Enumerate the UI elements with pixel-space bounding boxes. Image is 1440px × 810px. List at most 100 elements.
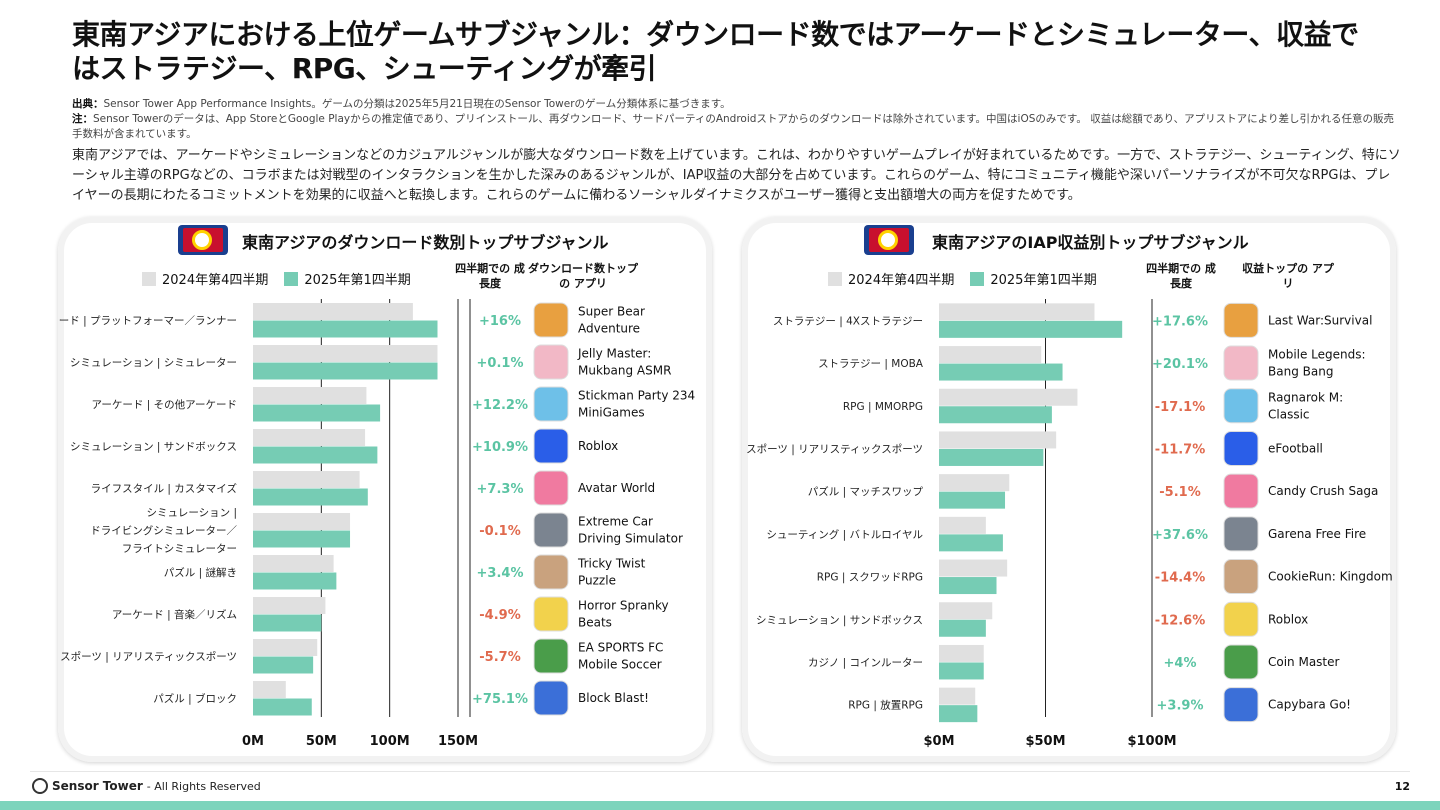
- category-label: パズル | ブロック: [153, 692, 237, 705]
- app-name: Garena Free Fire: [1268, 527, 1366, 541]
- bar-prev: [253, 429, 366, 446]
- category-label: ライフスタイル | カスタマイズ: [91, 482, 237, 495]
- app-name: MiniGames: [578, 406, 645, 420]
- growth-label: -0.1%: [479, 524, 520, 539]
- growth-label: +4%: [1164, 656, 1197, 671]
- app-name: Coin Master: [1268, 655, 1340, 669]
- revenue-chart: $0M $50M $100M ストラテジー | 4Xストラテジー +17.6% Last …: [746, 299, 1393, 749]
- app-name: Beats: [578, 616, 612, 630]
- bar-curr: [253, 698, 312, 716]
- bar-curr: [939, 363, 1063, 381]
- note-label: 注：: [72, 113, 93, 125]
- app-icon: [1223, 516, 1259, 552]
- app-icon: [533, 386, 569, 422]
- category-label: ストラテジー | MOBA: [818, 358, 924, 370]
- category-label: シミュレーション | シミュレーター: [70, 357, 237, 369]
- x-tick-label: 50M: [306, 734, 337, 749]
- growth-label: -12.6%: [1155, 613, 1206, 628]
- x-tick-label: $50M: [1025, 734, 1065, 749]
- downloads-app-header: ダウンロード数トップの アプリ: [528, 262, 638, 290]
- notes: 出典：Sensor Tower App Performance Insights…: [72, 97, 1402, 142]
- bar-prev: [939, 346, 1042, 364]
- downloads-panel: 東南アジアのダウンロード数別トップサブジャンル 2024年第4四半期 2025年…: [58, 217, 712, 762]
- category-label: スポーツ | リアリスティックスポーツ: [746, 443, 923, 455]
- growth-label: +3.4%: [477, 566, 524, 581]
- revenue-panel: 東南アジアのIAP収益別トップサブジャンル 2024年第4四半期 2025年第1…: [742, 217, 1396, 762]
- bar-curr: [253, 488, 368, 506]
- bar-curr: [939, 491, 1006, 509]
- footer-divider: [30, 771, 1410, 772]
- bar-prev: [939, 474, 1010, 492]
- asean-flag-icon: [864, 225, 914, 255]
- legend-curr-swatch: [284, 271, 299, 286]
- category-label: アーケード | その他アーケード: [92, 398, 237, 411]
- legend-prev-label: 2024年第4四半期: [848, 273, 955, 288]
- app-name: Capybara Go!: [1268, 698, 1351, 712]
- growth-label: +12.2%: [472, 398, 528, 413]
- x-tick-label: 0M: [242, 734, 264, 749]
- growth-label: -14.4%: [1155, 571, 1206, 586]
- app-icon: [533, 512, 569, 548]
- growth-label: +37.6%: [1152, 528, 1208, 543]
- sensor-tower-logo-icon: [32, 778, 48, 794]
- footer-rights: - All Rights Reserved: [146, 779, 261, 793]
- bar-curr: [939, 619, 986, 637]
- category-label: RPG | 放置RPG: [848, 699, 923, 712]
- page-number: 12: [1394, 780, 1410, 793]
- revenue-app-header: 収益トップの アプリ: [1242, 262, 1334, 290]
- app-name: Super Bear: [578, 305, 645, 319]
- app-name: Avatar World: [578, 481, 655, 495]
- category-label: スポーツ | リアリスティックスポーツ: [60, 651, 237, 663]
- x-tick-label: 150M: [438, 734, 478, 749]
- growth-label: +3.9%: [1157, 699, 1204, 714]
- app-name: Candy Crush Saga: [1268, 484, 1378, 498]
- growth-label: +16%: [479, 314, 521, 329]
- legend-curr-swatch: [970, 271, 985, 286]
- category-label: フライトシミュレーター: [122, 543, 237, 555]
- app-icon: [533, 428, 569, 464]
- bar-curr: [253, 362, 438, 380]
- app-name: CookieRun: Kingdom: [1268, 570, 1393, 584]
- bar-prev: [253, 303, 413, 320]
- app-icon: [1223, 430, 1259, 466]
- growth-label: -17.1%: [1155, 400, 1206, 415]
- category-label: カジノ | コインルーター: [808, 657, 923, 669]
- bar-prev: [939, 516, 986, 534]
- app-name: Jelly Master:: [577, 347, 651, 361]
- category-label: シューティング | バトルロイヤル: [766, 528, 923, 541]
- app-name: Driving Simulator: [578, 532, 683, 546]
- category-label: アーケード | 音楽／リズム: [112, 608, 237, 621]
- asean-flag-icon: [178, 225, 228, 255]
- legend-prev-swatch: [828, 271, 842, 286]
- app-name: Bang Bang: [1268, 365, 1333, 379]
- app-icon: [1223, 345, 1259, 381]
- bar-curr: [253, 572, 337, 590]
- category-label: RPG | MMORPG: [843, 401, 923, 413]
- bar-curr: [939, 662, 984, 680]
- downloads-growth-header: 四半期での 成長度: [455, 262, 525, 290]
- app-name: Horror Spranky: [578, 599, 669, 613]
- app-name: Roblox: [578, 439, 618, 453]
- bar-prev: [253, 555, 334, 572]
- app-icon: [1223, 473, 1259, 509]
- app-name: Puzzle: [578, 574, 616, 588]
- app-name: Adventure: [578, 322, 640, 336]
- app-icon: [1223, 302, 1259, 338]
- bar-curr: [939, 705, 978, 723]
- bar-prev: [253, 639, 318, 656]
- app-name: Mobile Soccer: [578, 658, 662, 672]
- app-icon: [533, 596, 569, 632]
- revenue-chart-title: 東南アジアのIAP収益別トップサブジャンル: [932, 233, 1249, 252]
- legend-curr-label: 2025年第1四半期: [990, 273, 1097, 288]
- bar-prev: [939, 687, 976, 705]
- category-label: シミュレーション | サンドボックス: [756, 614, 923, 626]
- x-tick-label: $0M: [923, 734, 954, 749]
- revenue-growth-header: 四半期での 成長度: [1146, 262, 1216, 290]
- bar-curr: [253, 614, 322, 632]
- bar-curr: [939, 320, 1123, 338]
- app-icon: [533, 344, 569, 380]
- app-icon: [1223, 644, 1259, 680]
- app-name: EA SPORTS FC: [578, 641, 663, 655]
- bar-curr: [253, 320, 438, 338]
- downloads-legend: 2024年第4四半期 2025年第1四半期: [142, 269, 411, 288]
